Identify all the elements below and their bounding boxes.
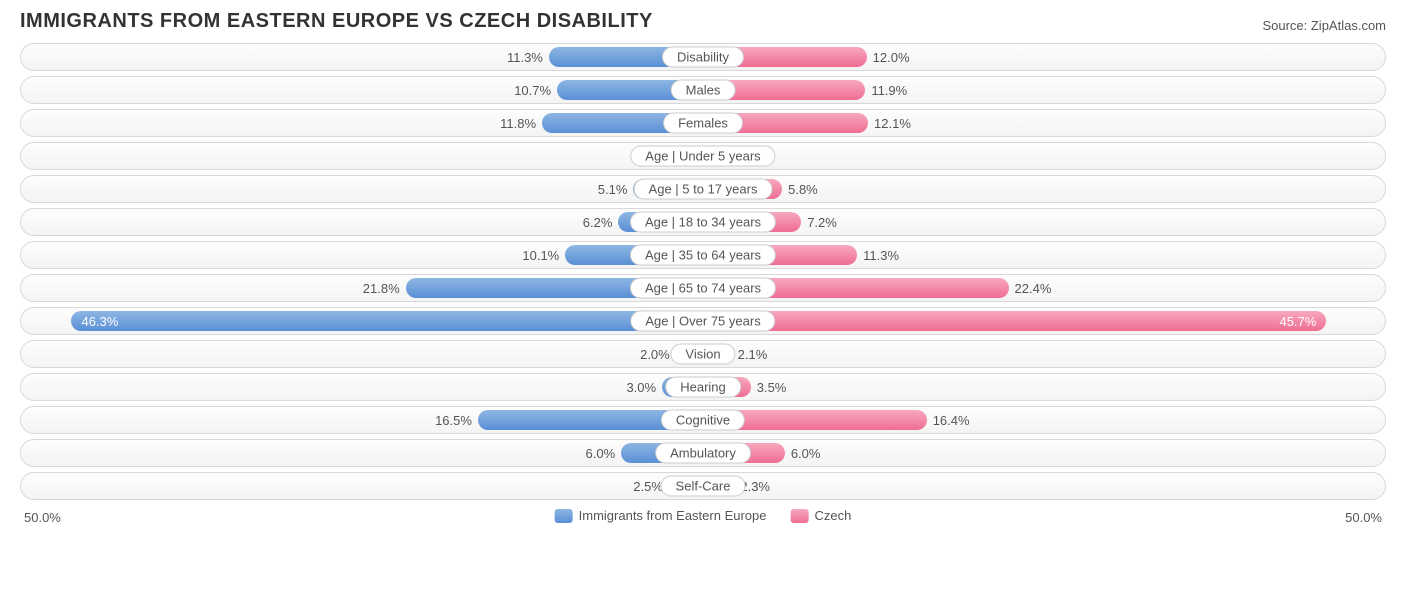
bar-right: [703, 311, 1326, 331]
category-label: Females: [663, 113, 743, 134]
value-left: 5.1%: [598, 176, 634, 202]
value-right: 3.5%: [751, 374, 787, 400]
value-right: 11.3%: [857, 242, 899, 268]
chart-header: IMMIGRANTS FROM EASTERN EUROPE VS CZECH …: [20, 10, 1386, 33]
category-label: Males: [671, 80, 736, 101]
value-right: 7.2%: [801, 209, 837, 235]
chart-footer: 50.0% Immigrants from Eastern Europe Cze…: [20, 508, 1386, 532]
category-label: Age | 65 to 74 years: [630, 278, 776, 299]
value-right: 5.8%: [782, 176, 818, 202]
legend: Immigrants from Eastern Europe Czech: [555, 508, 852, 523]
value-left: 6.0%: [586, 440, 622, 466]
axis-max-left: 50.0%: [24, 510, 61, 525]
category-label: Vision: [670, 344, 735, 365]
category-label: Cognitive: [661, 410, 745, 431]
value-right: 6.0%: [785, 440, 821, 466]
axis-max-right: 50.0%: [1345, 510, 1382, 525]
chart-row: 6.2% 7.2% Age | 18 to 34 years: [20, 208, 1386, 236]
value-right: 12.0%: [867, 44, 910, 70]
category-label: Ambulatory: [655, 443, 751, 464]
value-left: 10.1%: [522, 242, 565, 268]
diverging-bar-chart: 11.3% 12.0% Disability 10.7% 11.9% Males 11.8%…: [20, 43, 1386, 500]
chart-row: 21.8% 22.4% Age | 65 to 74 years: [20, 274, 1386, 302]
category-label: Age | Under 5 years: [630, 146, 775, 167]
value-left: 21.8%: [363, 275, 406, 301]
value-right: 11.9%: [865, 77, 907, 103]
chart-row: 16.5% 16.4% Cognitive: [20, 406, 1386, 434]
legend-swatch-right: [791, 509, 809, 523]
value-left: 16.5%: [435, 407, 478, 433]
chart-row: 1.2%1.5%Age | Under 5 years: [20, 142, 1386, 170]
value-right: 12.1%: [868, 110, 911, 136]
chart-row: 11.8% 12.1% Females: [20, 109, 1386, 137]
bar-left: [71, 311, 703, 331]
category-label: Age | Over 75 years: [630, 311, 775, 332]
value-left: 6.2%: [583, 209, 619, 235]
chart-row: 10.1% 11.3% Age | 35 to 64 years: [20, 241, 1386, 269]
value-left: 46.3%: [71, 308, 118, 334]
category-label: Age | 35 to 64 years: [630, 245, 776, 266]
category-label: Age | 5 to 17 years: [634, 179, 773, 200]
value-right: 45.7%: [1279, 308, 1326, 334]
chart-title: IMMIGRANTS FROM EASTERN EUROPE VS CZECH …: [20, 10, 653, 33]
legend-swatch-left: [555, 509, 573, 523]
category-label: Age | 18 to 34 years: [630, 212, 776, 233]
value-left: 10.7%: [514, 77, 557, 103]
chart-row: 46.3% 45.7% Age | Over 75 years: [20, 307, 1386, 335]
chart-row: 5.1% 5.8% Age | 5 to 17 years: [20, 175, 1386, 203]
value-right: 22.4%: [1009, 275, 1052, 301]
legend-label-left: Immigrants from Eastern Europe: [579, 508, 767, 523]
chart-row: 10.7% 11.9% Males: [20, 76, 1386, 104]
chart-row: 2.5%2.3%Self-Care: [20, 472, 1386, 500]
chart-row: 2.0%2.1%Vision: [20, 340, 1386, 368]
category-label: Hearing: [665, 377, 741, 398]
value-right: 2.1%: [732, 341, 768, 367]
value-left: 11.8%: [500, 110, 542, 136]
chart-source: Source: ZipAtlas.com: [1262, 18, 1386, 33]
chart-row: 11.3% 12.0% Disability: [20, 43, 1386, 71]
legend-item-right: Czech: [791, 508, 852, 523]
category-label: Disability: [662, 47, 744, 68]
legend-label-right: Czech: [815, 508, 852, 523]
category-label: Self-Care: [661, 476, 746, 497]
value-right: 16.4%: [927, 407, 970, 433]
chart-row: 6.0% 6.0% Ambulatory: [20, 439, 1386, 467]
value-left: 11.3%: [507, 44, 549, 70]
legend-item-left: Immigrants from Eastern Europe: [555, 508, 767, 523]
chart-row: 3.0% 3.5% Hearing: [20, 373, 1386, 401]
value-left: 3.0%: [626, 374, 662, 400]
